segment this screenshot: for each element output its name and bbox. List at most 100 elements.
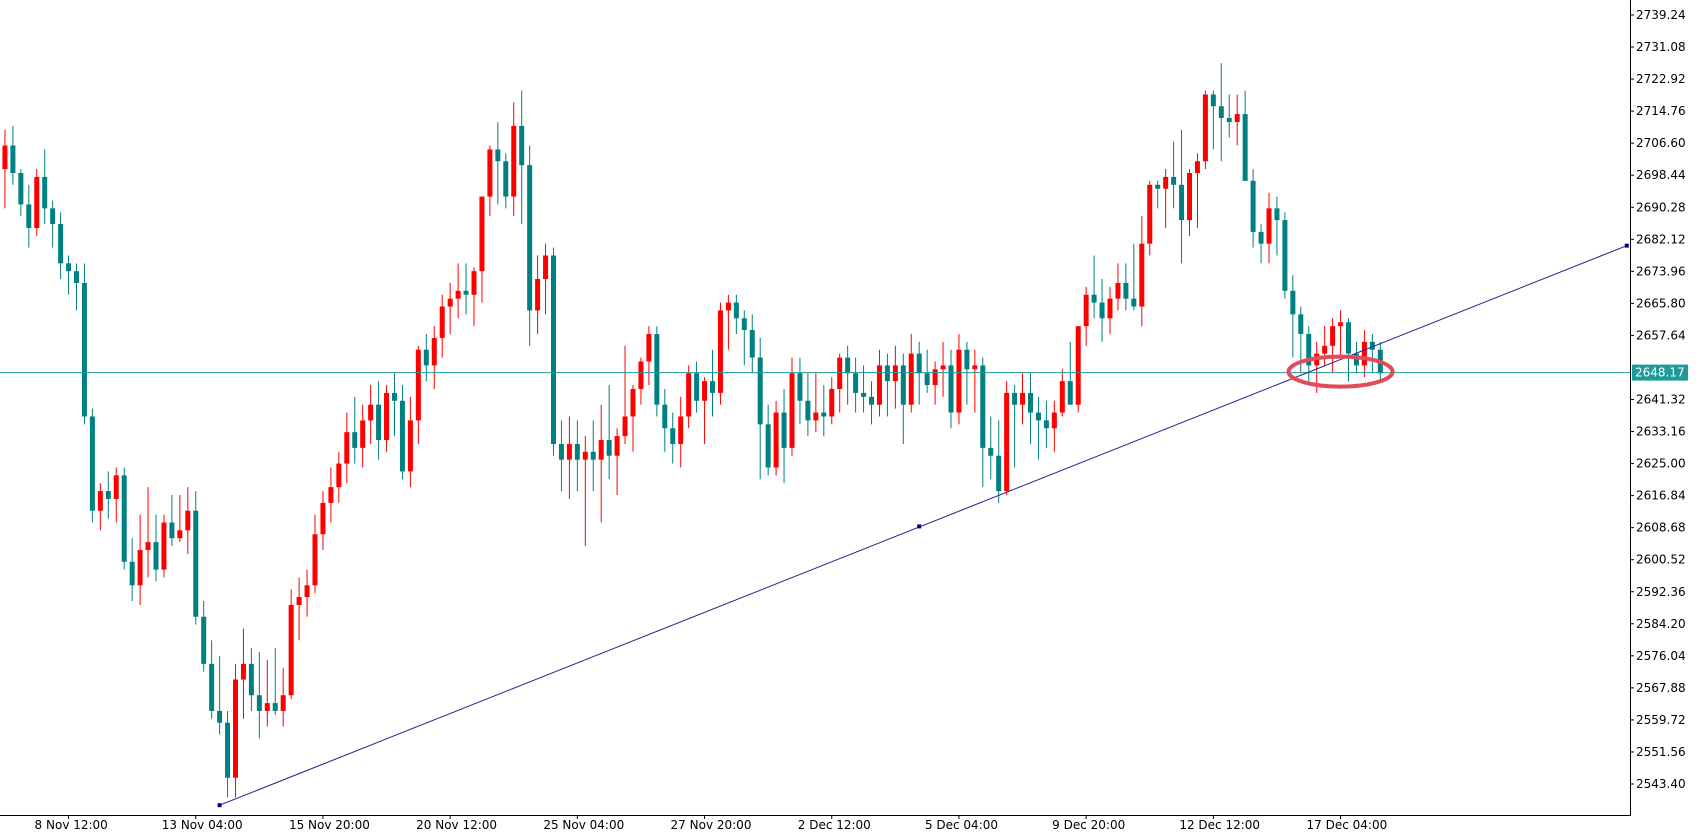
candle [543, 243, 549, 315]
candle-body [590, 451, 596, 460]
candle-body [447, 298, 453, 307]
candle [280, 667, 286, 727]
candle-body [1226, 118, 1232, 122]
highlight-ellipse [1286, 354, 1395, 389]
candle [240, 628, 246, 719]
candle [932, 361, 938, 405]
candle-body [853, 373, 859, 393]
candle [89, 408, 95, 523]
price-tick-label: 2608.68 [1636, 521, 1686, 535]
candle [996, 420, 1002, 503]
candle [233, 663, 238, 798]
price-axis: 2739.24 2731.08 2722.92 2714.76 2706.60 2698.… [1630, 8, 1686, 791]
candle [177, 494, 183, 543]
candle [1051, 400, 1057, 452]
candle [296, 577, 302, 641]
candle [447, 282, 453, 335]
candle-body [670, 428, 676, 444]
candle [336, 451, 342, 503]
candle [1282, 212, 1288, 299]
candle-body [1051, 412, 1057, 429]
candle-body [1187, 173, 1192, 221]
price-tick-label: 2633.16 [1636, 425, 1686, 439]
candle-body [1202, 94, 1208, 162]
candle-body [535, 279, 541, 311]
price-tick-label: 2706.60 [1636, 136, 1686, 150]
candle [34, 169, 40, 236]
candle [209, 640, 215, 719]
candle-body [638, 361, 644, 389]
candle-body [1346, 322, 1351, 354]
candle-body [861, 392, 867, 397]
candle-body [471, 271, 477, 295]
candle-body [225, 722, 231, 778]
candle [1290, 275, 1296, 358]
candle-body [384, 392, 390, 441]
candle [312, 514, 318, 594]
candle [105, 471, 111, 519]
candle [1059, 369, 1065, 417]
candle [757, 337, 763, 480]
candle [1226, 94, 1232, 138]
candle-body [1012, 392, 1018, 405]
candle [1242, 90, 1248, 181]
candle-body [1258, 231, 1264, 244]
candle-body [81, 282, 87, 417]
candle-body [932, 369, 938, 386]
time-tick-label: 12 Dec 12:00 [1179, 818, 1260, 832]
candle [431, 326, 437, 389]
candle [606, 385, 612, 480]
candle-body [900, 365, 906, 405]
candle-body [876, 365, 882, 405]
candle [1091, 255, 1097, 319]
candle-body [121, 475, 127, 562]
candle-body [296, 597, 302, 605]
candle [74, 263, 79, 311]
candle-body [1091, 294, 1097, 303]
candle-body [1171, 176, 1177, 185]
candle-body [996, 455, 1002, 492]
candle-body [805, 400, 811, 421]
candle-body [1250, 180, 1256, 232]
candle-body [757, 357, 763, 425]
candle-body [376, 404, 382, 441]
candle [829, 377, 835, 425]
candle-body [654, 334, 660, 405]
candle [566, 416, 572, 499]
candle-body [113, 475, 119, 499]
candle-body [598, 440, 604, 460]
candle [1107, 286, 1113, 335]
candle-body [193, 510, 199, 617]
candle-body [614, 436, 620, 456]
price-tick-label: 2682.12 [1636, 232, 1686, 246]
candle [582, 436, 588, 547]
candle [1123, 263, 1129, 311]
candle [1012, 385, 1018, 468]
candle [1346, 318, 1351, 382]
candle [614, 428, 620, 495]
candle-body [1020, 392, 1026, 405]
candle-body [439, 306, 445, 338]
candle [630, 385, 636, 452]
candle [1202, 90, 1208, 170]
candle [487, 145, 493, 217]
candle-body [240, 663, 246, 680]
candle [988, 416, 994, 480]
candle-body [177, 530, 183, 539]
candle-body [956, 349, 962, 413]
candle [264, 659, 270, 727]
candle-body [495, 149, 501, 162]
candle-body [487, 149, 493, 197]
candle [527, 145, 533, 346]
candle-body [686, 373, 692, 417]
time-tick-label: 13 Nov 04:00 [162, 818, 243, 832]
candle [574, 420, 580, 492]
candle-body [1179, 184, 1185, 221]
candle [455, 263, 461, 319]
candle [161, 514, 167, 578]
candle-body [646, 334, 652, 362]
candle [678, 396, 684, 468]
candle-body [1147, 184, 1153, 244]
